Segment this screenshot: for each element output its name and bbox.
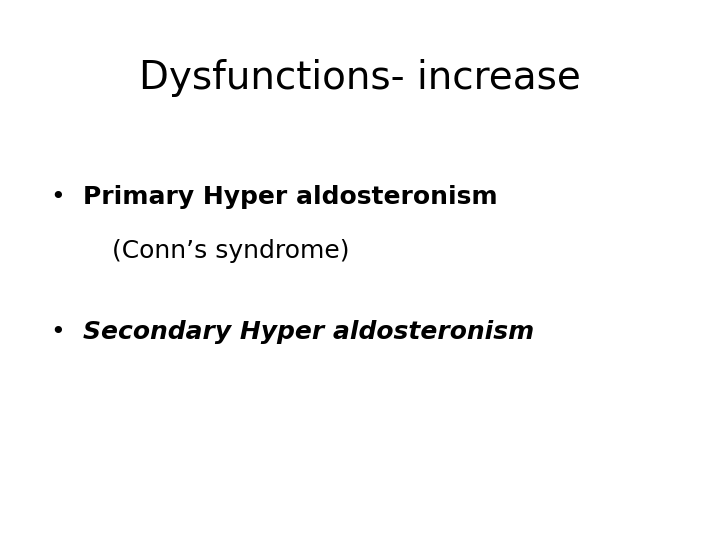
Text: Secondary Hyper aldosteronism: Secondary Hyper aldosteronism: [83, 320, 534, 344]
Text: •: •: [50, 185, 65, 209]
Text: Primary Hyper aldosteronism: Primary Hyper aldosteronism: [83, 185, 498, 209]
Text: (Conn’s syndrome): (Conn’s syndrome): [112, 239, 349, 263]
Text: •: •: [50, 320, 65, 344]
Text: Dysfunctions- increase: Dysfunctions- increase: [139, 59, 581, 97]
